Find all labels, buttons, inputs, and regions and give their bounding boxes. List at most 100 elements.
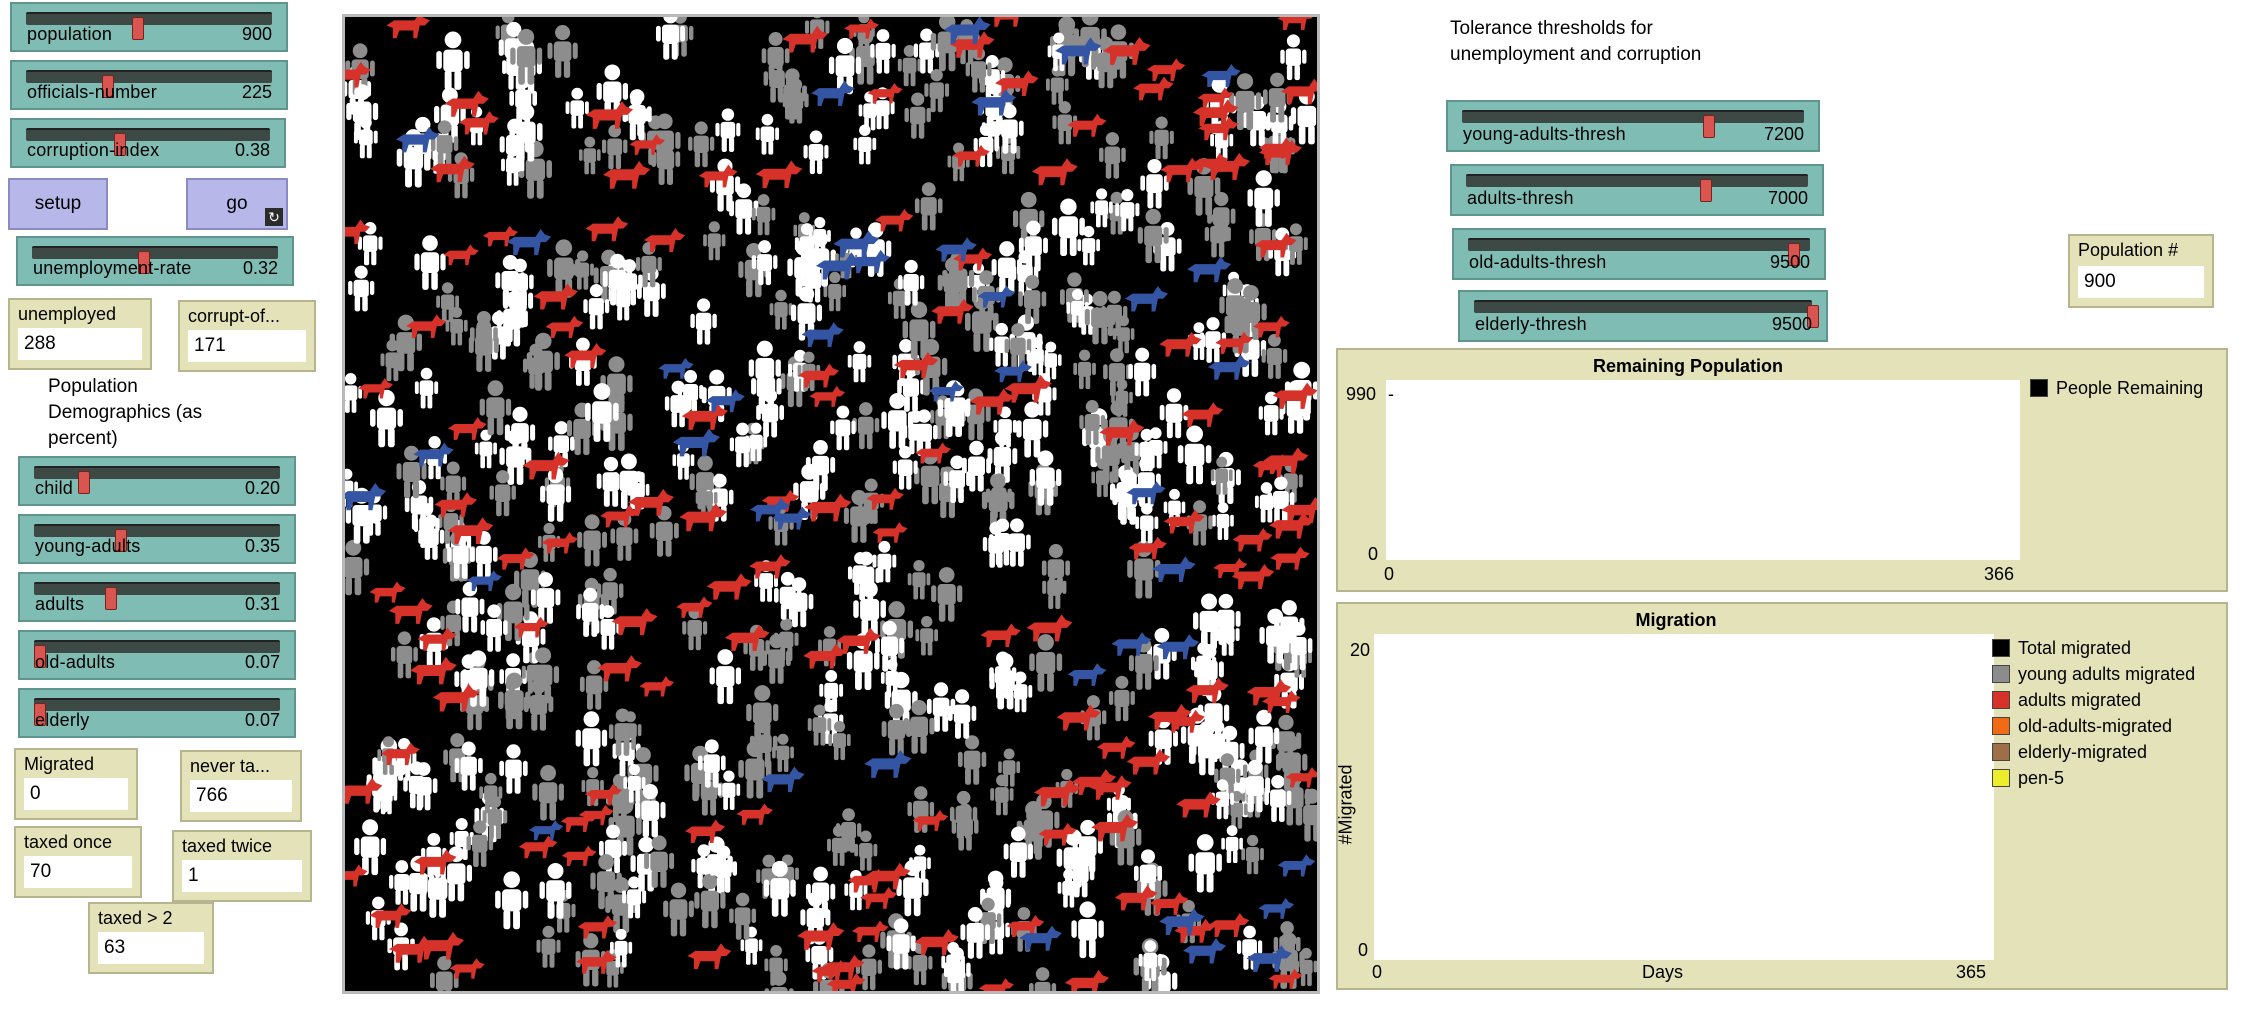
elderly-thresh-slider[interactable]: elderly-thresh 9500 <box>1458 290 1828 342</box>
slider-knob[interactable] <box>78 471 91 494</box>
wolf-agent <box>1152 556 1196 582</box>
person-agent <box>536 925 561 968</box>
person-agent <box>375 776 398 815</box>
monitor-label: taxed > 2 <box>98 908 173 928</box>
person-agent <box>710 845 738 893</box>
officials-number-slider[interactable]: officials-number 225 <box>10 60 288 110</box>
slider-knob[interactable] <box>115 529 128 552</box>
monitor-value: 900 <box>2078 266 2204 298</box>
legend-label: Total migrated <box>2018 638 2132 658</box>
person-agent <box>729 892 757 940</box>
adults-thresh-slider[interactable]: adults-thresh 7000 <box>1450 164 1824 216</box>
person-agent <box>414 367 439 409</box>
world-view[interactable] <box>342 14 1320 994</box>
population-count-monitor: Population # 900 <box>2068 234 2214 308</box>
wolf-agent <box>541 532 579 554</box>
person-agent <box>738 740 772 799</box>
go-button[interactable]: go ↻ <box>186 178 288 230</box>
slider-value: 7000 <box>1767 188 1808 208</box>
slider-knob[interactable] <box>131 17 144 40</box>
setup-button[interactable]: setup <box>8 178 108 230</box>
slider-knob[interactable] <box>137 251 150 274</box>
slider-knob[interactable] <box>113 133 126 156</box>
wolf-agent <box>797 922 845 950</box>
corruption-index-slider[interactable]: corruption-index 0.38 <box>10 118 286 168</box>
wolf-agent <box>1187 256 1232 283</box>
person-agent <box>892 445 918 490</box>
person-agent <box>396 445 427 499</box>
slider-knob[interactable] <box>33 645 46 668</box>
slider-knob[interactable] <box>1700 179 1713 202</box>
elderly-slider[interactable]: elderly 0.07 <box>18 688 296 738</box>
person-agent <box>651 134 681 185</box>
person-agent <box>965 47 992 93</box>
person-agent <box>828 37 862 95</box>
monitor-label: corrupt-of... <box>188 306 281 326</box>
person-agent <box>985 473 1012 519</box>
wolf-agent <box>1246 945 1293 972</box>
wolf-agent <box>522 451 570 480</box>
person-agent <box>1056 829 1091 888</box>
young-adults-thresh-slider[interactable]: young-adults-thresh 7200 <box>1446 100 1820 152</box>
y-min-label: 0 <box>1368 544 1379 564</box>
adults-slider[interactable]: adults 0.31 <box>18 572 296 622</box>
person-agent <box>623 764 646 803</box>
wolf-agent <box>1133 76 1174 101</box>
person-agent <box>769 289 793 330</box>
wolf-agent <box>1254 232 1297 258</box>
wolf-agent <box>815 252 863 280</box>
slider-track <box>1468 238 1810 266</box>
wolf-agent <box>749 497 791 522</box>
slider-knob[interactable] <box>1703 115 1716 138</box>
slider-value: 0.31 <box>244 594 280 614</box>
young-adults-slider[interactable]: young-adults 0.35 <box>18 514 296 564</box>
person-agent <box>583 284 610 330</box>
person-agent <box>1247 170 1280 227</box>
person-agent <box>690 298 717 345</box>
person-agent <box>380 339 405 382</box>
person-agent <box>663 882 694 937</box>
monitor-value: 766 <box>190 780 292 812</box>
y-min-label: 0 <box>1358 940 1369 960</box>
wolf-agent <box>1089 775 1132 800</box>
slider-knob[interactable] <box>1807 305 1819 328</box>
person-agent <box>454 741 483 791</box>
person-agent <box>1254 482 1279 523</box>
slider-knob[interactable] <box>105 587 118 610</box>
slider-label: population <box>27 24 113 44</box>
slider-track <box>26 128 270 156</box>
wolf-agent <box>1149 892 1189 915</box>
wolf-agent <box>1148 704 1192 730</box>
slider-knob[interactable] <box>102 75 115 98</box>
child-slider[interactable]: child 0.20 <box>18 456 296 506</box>
wolf-agent <box>1067 663 1107 686</box>
wolf-agent <box>804 493 852 522</box>
old-adults-slider[interactable]: old-adults 0.07 <box>18 630 296 680</box>
legend-swatch <box>1992 665 2010 683</box>
person-agent <box>843 489 875 543</box>
person-agent <box>664 380 692 428</box>
wolf-agent <box>844 18 879 39</box>
person-agent <box>1073 349 1096 390</box>
wolf-agent <box>978 978 1014 991</box>
person-agent <box>526 332 560 391</box>
person-agent <box>828 721 851 761</box>
person-agent <box>1296 788 1317 842</box>
unemployment-rate-slider[interactable]: unemployment-rate 0.32 <box>16 236 294 286</box>
wolf-agent <box>1280 78 1317 105</box>
wolf-agent <box>1114 885 1158 911</box>
slider-knob[interactable] <box>1787 243 1800 266</box>
person-agent <box>565 87 589 129</box>
wolf-agent <box>811 80 855 107</box>
old-adults-thresh-slider[interactable]: old-adults-thresh 9500 <box>1452 228 1826 280</box>
person-agent <box>989 651 1017 699</box>
wolf-agent <box>413 849 457 875</box>
wolf-agent <box>1185 677 1229 703</box>
slider-knob[interactable] <box>33 703 46 726</box>
wolf-agent <box>545 315 584 338</box>
person-agent <box>717 770 741 810</box>
wolf-agent <box>1038 822 1077 846</box>
wolf-agent <box>736 803 773 825</box>
population-slider[interactable]: population 900 <box>10 2 288 52</box>
wolf-agent <box>1270 546 1310 570</box>
